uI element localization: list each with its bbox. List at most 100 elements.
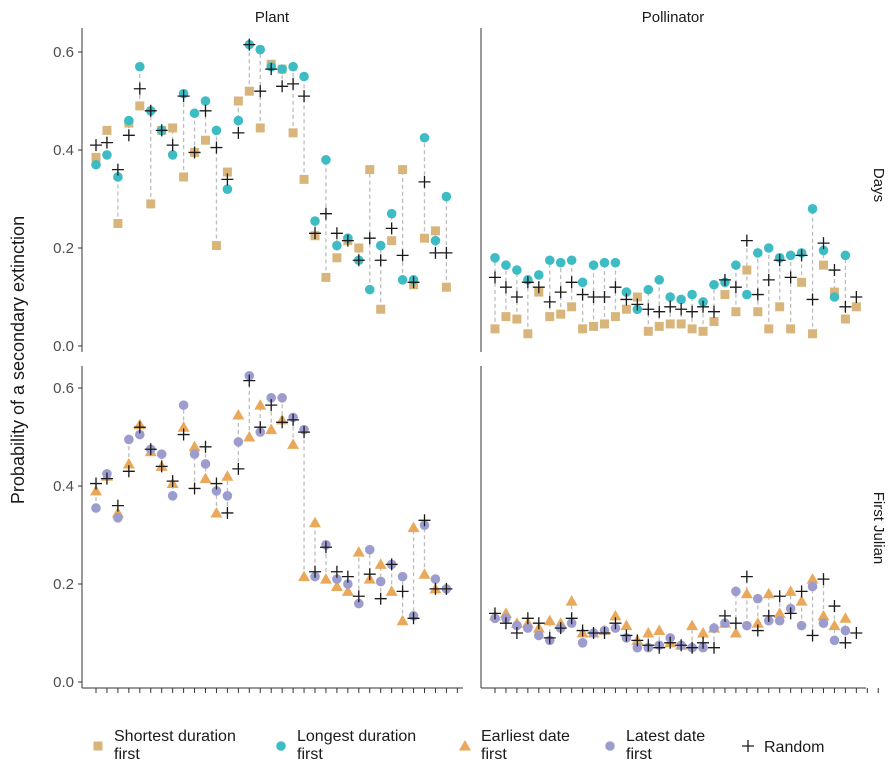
point-random xyxy=(287,77,300,90)
point-longest xyxy=(610,257,621,268)
point-random xyxy=(122,465,135,478)
point-earliest xyxy=(396,614,409,626)
point-shortest xyxy=(430,226,440,236)
point-earliest xyxy=(762,587,775,599)
point-random xyxy=(144,443,157,456)
point-random xyxy=(385,222,398,235)
point-earliest xyxy=(177,421,190,432)
legend-label-longest: Longest duration xyxy=(297,728,416,745)
point-shortest xyxy=(244,86,254,96)
point-random xyxy=(718,609,731,622)
point-random xyxy=(221,173,234,186)
point-random xyxy=(817,237,830,250)
row-strip-first-julian: First Julian xyxy=(870,492,887,565)
point-random xyxy=(385,558,398,571)
point-latest xyxy=(840,625,851,636)
point-random xyxy=(554,286,567,299)
point-longest xyxy=(763,243,774,253)
point-random xyxy=(374,592,387,605)
point-random xyxy=(298,90,311,103)
point-longest xyxy=(321,155,331,165)
point-earliest xyxy=(330,580,343,591)
point-random xyxy=(133,421,146,434)
point-shortest xyxy=(589,321,599,331)
point-shortest xyxy=(600,319,609,329)
point-longest xyxy=(829,292,840,302)
point-random xyxy=(499,617,512,630)
point-random xyxy=(587,291,600,303)
point-longest xyxy=(621,287,632,297)
point-latest xyxy=(523,623,533,633)
point-random xyxy=(319,541,332,554)
point-random xyxy=(543,295,556,308)
panel-plant-days: 0.0 0.2 0.4 0.6 xyxy=(53,28,453,355)
point-longest xyxy=(544,255,555,266)
point-latest xyxy=(135,429,145,440)
point-random xyxy=(374,254,387,267)
point-shortest xyxy=(255,123,265,133)
point-shortest xyxy=(808,329,818,339)
point-longest xyxy=(255,44,266,55)
point-shortest xyxy=(102,125,112,135)
point-random xyxy=(210,141,223,154)
point-random xyxy=(554,622,567,635)
point-earliest xyxy=(784,585,797,596)
point-shortest xyxy=(321,272,331,282)
point-longest xyxy=(113,172,123,182)
point-shortest xyxy=(490,324,500,334)
point-latest xyxy=(343,579,353,589)
point-earliest xyxy=(122,457,135,469)
column-strip-pollinator: Pollinator xyxy=(642,9,705,26)
point-longest xyxy=(534,270,544,280)
point-random xyxy=(188,146,201,159)
point-earliest xyxy=(642,627,655,638)
point-random xyxy=(499,281,512,294)
point-earliest xyxy=(806,573,819,584)
point-longest xyxy=(364,284,375,295)
point-random xyxy=(806,629,819,642)
point-shortest xyxy=(797,277,807,287)
point-shortest xyxy=(654,321,664,331)
point-shortest xyxy=(168,123,178,133)
point-latest xyxy=(211,486,222,496)
legend-label-latest: Latest date xyxy=(626,728,705,745)
legend-marker-shortest xyxy=(93,741,103,751)
point-longest xyxy=(676,294,686,305)
point-random xyxy=(751,288,764,301)
point-longest xyxy=(299,71,309,82)
point-shortest xyxy=(179,172,189,182)
point-random xyxy=(199,104,212,117)
point-shortest xyxy=(643,326,653,336)
point-earliest xyxy=(188,440,201,452)
point-longest xyxy=(419,132,430,143)
point-latest xyxy=(375,576,386,587)
point-latest xyxy=(818,618,829,628)
point-random xyxy=(396,585,409,598)
point-longest xyxy=(375,240,386,251)
point-latest xyxy=(233,437,244,447)
point-shortest xyxy=(146,199,156,209)
point-random xyxy=(839,636,852,649)
point-random xyxy=(100,136,113,149)
point-longest xyxy=(643,284,654,295)
panel-pollinator-first-julian xyxy=(480,366,879,693)
point-shortest xyxy=(387,236,397,246)
legend-marker-latest xyxy=(605,741,615,751)
point-shortest xyxy=(720,290,730,300)
point-shortest xyxy=(632,292,642,302)
point-random xyxy=(352,590,365,603)
point-shortest xyxy=(753,307,763,317)
point-earliest xyxy=(686,619,699,631)
point-longest xyxy=(599,257,610,268)
point-random xyxy=(773,254,786,267)
point-random xyxy=(155,460,168,473)
panels-group: 0.0 0.2 0.4 0.6 0.0 0.2 0.4 0.6 xyxy=(53,28,879,693)
point-random xyxy=(429,582,442,595)
point-latest xyxy=(332,574,342,584)
point-latest xyxy=(731,586,741,597)
point-earliest xyxy=(418,568,431,579)
point-longest xyxy=(310,216,320,226)
point-longest xyxy=(512,265,522,275)
point-random xyxy=(664,300,677,313)
